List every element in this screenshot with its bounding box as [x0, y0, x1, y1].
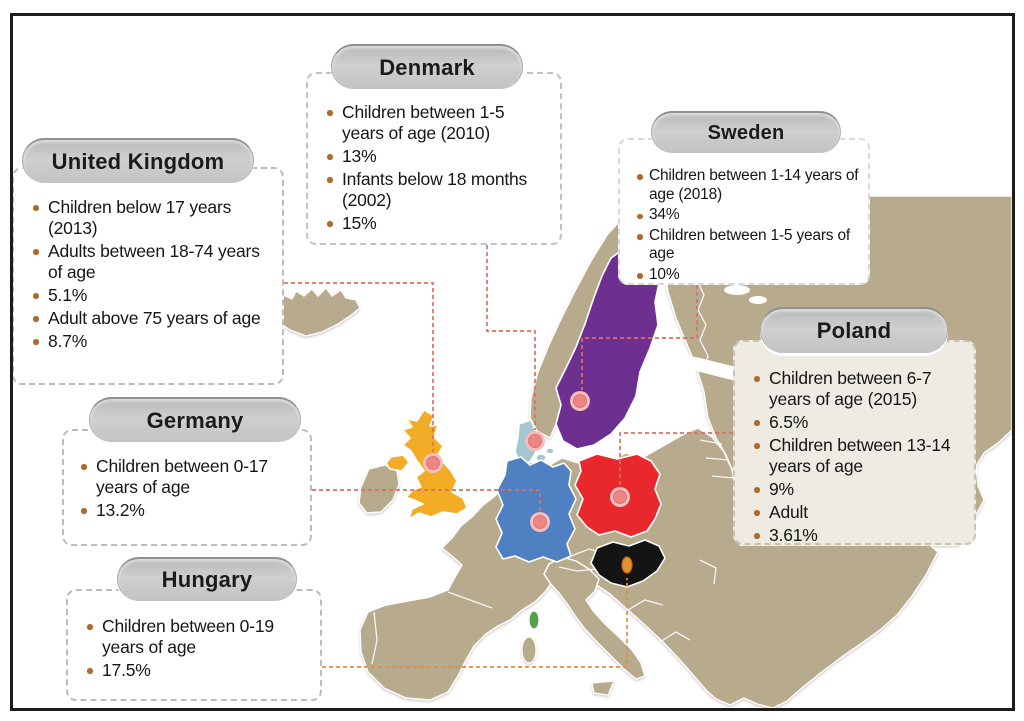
- connector-united-kingdom: [284, 282, 434, 452]
- callout-item: 8.7%: [28, 331, 268, 352]
- callout-item: Children between 13-14 years of age: [749, 435, 964, 477]
- callout-title-text: Hungary: [161, 567, 253, 592]
- map-country-germany: [495, 456, 577, 563]
- callout-item: Children between 6-7 years of age (2015): [749, 368, 964, 410]
- map-marker-hungary: [621, 556, 633, 574]
- callout-item: 17.5%: [82, 660, 310, 681]
- connector-poland: [619, 432, 733, 486]
- callout-title-sweden: Sweden: [651, 111, 841, 153]
- callout-item: Infants below 18 months (2002): [322, 169, 550, 211]
- callout-box-hungary: Children between 0-19 years of age 17.5%: [66, 589, 322, 701]
- callout-item: Children between 0-19 years of age: [82, 616, 310, 658]
- callout-title-text: Sweden: [707, 121, 785, 144]
- callout-title-text: United Kingdom: [51, 148, 225, 174]
- callout-item: Children between 0-17 years of age: [76, 456, 300, 498]
- callout-items-germany: Children between 0-17 years of age 13.2%: [76, 456, 300, 521]
- map-landmass-sicily: [591, 680, 615, 696]
- connector-germany: [312, 489, 541, 511]
- connector-denmark: [486, 245, 536, 430]
- callout-items-united-kingdom: Children below 17 years (2013) Adults bet…: [28, 197, 268, 352]
- callout-item: Children between 1-5 years of age (2010): [322, 102, 550, 144]
- callout-title-text: Poland: [816, 318, 892, 343]
- map-country-northern-ireland: [385, 454, 410, 472]
- callout-title-poland: Poland: [760, 307, 948, 353]
- map-landmass-ireland: [358, 464, 400, 514]
- callout-items-sweden: Children between 1-14 years of age (2018…: [632, 167, 860, 285]
- callout-item: Children between 1-5 years of age: [632, 227, 860, 264]
- callout-item: 10%: [632, 266, 860, 285]
- map-landmass-italy: [543, 556, 646, 680]
- callout-item: 15%: [322, 213, 550, 234]
- callout-item: Adult: [749, 502, 964, 523]
- callout-title-denmark: Denmark: [331, 44, 523, 89]
- callout-box-germany: Children between 0-17 years of age 13.2%: [62, 429, 312, 546]
- callout-item: 5.1%: [28, 285, 268, 306]
- callout-item: Children below 17 years (2013): [28, 197, 268, 239]
- callout-box-denmark: Children between 1-5 years of age (2010)…: [306, 72, 562, 245]
- callout-title-united-kingdom: United Kingdom: [22, 138, 254, 183]
- callout-box-poland: Children between 6-7 years of age (2015)…: [733, 340, 976, 545]
- map-marker-denmark: [525, 431, 545, 451]
- callout-title-hungary: Hungary: [117, 557, 297, 601]
- map-marker-united-kingdom: [423, 453, 443, 473]
- callout-items-hungary: Children between 0-19 years of age 17.5%: [82, 616, 310, 681]
- callout-items-poland: Children between 6-7 years of age (2015)…: [749, 368, 964, 546]
- map-internal-borders: [371, 281, 735, 665]
- map-country-corsica: [528, 610, 540, 630]
- map-marker-poland: [610, 487, 630, 507]
- callout-item: Adults between 18-74 years of age: [28, 241, 268, 283]
- map-markers: [423, 391, 633, 574]
- callout-items-denmark: Children between 1-5 years of age (2010)…: [322, 102, 550, 234]
- map-landmass-iceland: [269, 287, 361, 337]
- map-country-denmark-island-2: [545, 447, 555, 455]
- callout-title-text: Denmark: [379, 54, 475, 80]
- callout-box-sweden: Children between 1-14 years of age (2018…: [618, 138, 870, 285]
- callout-item: 13.2%: [76, 500, 300, 521]
- map-marker-germany: [530, 512, 550, 532]
- map-marker-sweden: [570, 391, 590, 411]
- callout-title-germany: Germany: [89, 397, 301, 442]
- callout-item: 3.61%: [749, 525, 964, 546]
- connector-hungary: [322, 578, 628, 668]
- callout-box-united-kingdom: Children below 17 years (2013) Adults bet…: [12, 167, 284, 385]
- callout-item: Adult above 75 years of age: [28, 308, 268, 329]
- callout-item: Children between 1-14 years of age (2018…: [632, 167, 860, 204]
- callout-item: 34%: [632, 206, 860, 225]
- callout-item: 6.5%: [749, 412, 964, 433]
- callout-item: 13%: [322, 146, 550, 167]
- callout-title-text: Germany: [146, 407, 244, 433]
- callout-item: 9%: [749, 479, 964, 500]
- map-landmass-sardinia: [521, 636, 537, 664]
